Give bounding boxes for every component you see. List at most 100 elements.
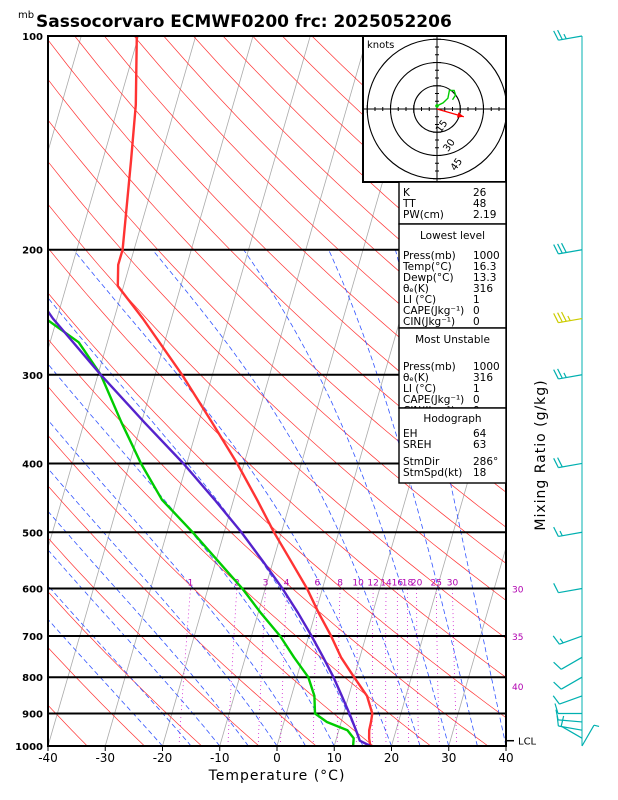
dry-adiabat-line: [104, 36, 506, 425]
moist-adiabat-line: [48, 467, 278, 746]
mixing-ratio-label: 6: [315, 579, 321, 589]
wind-barb: [560, 725, 583, 739]
dry-adiabat-line: [48, 591, 203, 746]
isotherm-line: [104, 36, 311, 746]
index-label: StmDir: [403, 456, 440, 468]
isotherm-line: [162, 36, 368, 746]
temperature-tick-label: -40: [38, 751, 58, 765]
index-value: 18: [473, 467, 486, 479]
isotherm-line: [0, 36, 24, 746]
mixing-ratio-label: 30: [447, 579, 459, 589]
wind-barb-feather: [557, 457, 563, 468]
temperature-tick-label: 0: [273, 751, 281, 765]
dry-adiabat-line: [48, 247, 506, 678]
index-label: SREH: [403, 439, 432, 451]
index-value: 0: [473, 316, 480, 328]
pressure-tick-label: 900: [22, 710, 43, 721]
dry-adiabat-line: [48, 203, 506, 639]
hodograph-units-label: knots: [367, 40, 394, 51]
pressure-tick-label: 500: [22, 528, 43, 539]
lcl-label: LCL: [518, 737, 537, 748]
wind-barb-feather: [555, 709, 559, 720]
index-label: LI (°C): [403, 383, 436, 395]
indices-most-unstable-box: [398, 327, 507, 409]
dry-adiabat-line: [48, 537, 260, 746]
wind-barb-half-feather: [559, 530, 563, 537]
dry-adiabat-line: [48, 646, 146, 746]
index-label: CAPE(Jkg⁻¹): [403, 394, 464, 406]
mixing-ratio-label: 4: [284, 579, 290, 589]
thetae-label: 35: [512, 633, 523, 643]
wind-barb: [558, 531, 583, 538]
dry-adiabat-line: [48, 485, 317, 746]
pressure-unit-label: mb: [18, 10, 34, 21]
parcel-profile: [48, 309, 371, 746]
mixing-ratio-label: 1: [188, 579, 194, 589]
pressure-tick-label: 400: [22, 460, 43, 471]
indices-lowest-level-box: [398, 223, 507, 329]
index-value: 48: [473, 198, 486, 210]
moist-adiabat-line: [73, 249, 392, 746]
wind-barb-half-feather: [559, 638, 564, 644]
wind-barb-feather: [561, 242, 567, 253]
dry-adiabat-line: [48, 292, 506, 719]
wind-barb-feather: [553, 681, 562, 690]
pressure-tick-label: 100: [22, 32, 43, 43]
mixing-ratio-label: 8: [337, 579, 343, 589]
dry-adiabat-line: [74, 36, 506, 459]
dry-adiabat-line: [48, 161, 506, 601]
moist-adiabat-line: [48, 549, 221, 746]
wind-barb-feather: [557, 243, 563, 254]
index-label: EH: [403, 428, 418, 440]
wind-barb-feather: [552, 635, 560, 645]
index-label: Dewp(°C): [403, 272, 454, 284]
wind-barb-half-feather: [563, 33, 567, 40]
index-value: 1: [473, 294, 480, 306]
hodograph-ring: [389, 61, 485, 157]
mixing-ratio-line: [178, 588, 191, 746]
dry-adiabat-line: [48, 704, 88, 746]
moist-adiabat-line: [48, 297, 364, 746]
index-label: Press(mb): [403, 361, 456, 373]
index-value: 2.19: [473, 209, 496, 221]
index-value: 1: [473, 383, 480, 395]
wind-barb-feather: [553, 661, 562, 670]
moist-adiabat-line: [152, 249, 421, 746]
temperature-tick-label: -20: [153, 751, 173, 765]
index-value: 16.3: [473, 261, 496, 273]
dry-adiabat-line: [48, 78, 506, 528]
hodograph-trace: [436, 89, 457, 107]
mixing-ratio-label: 18: [402, 579, 414, 589]
index-value: 316: [473, 283, 493, 295]
index-label: PW(cm): [403, 209, 444, 221]
index-value: 1000: [473, 361, 500, 373]
mixing-ratio-line: [336, 588, 341, 746]
index-section-header: Lowest level: [420, 230, 485, 242]
dewpoint-profile: [48, 318, 355, 746]
mixing-ratio-line: [407, 588, 410, 746]
chart-title: Sassocorvaro ECMWF0200 frc: 2025052206: [36, 12, 452, 32]
thetae-label: 30: [512, 586, 524, 596]
dry-adiabat-line: [48, 119, 506, 564]
wind-barb: [558, 587, 583, 594]
isotherm-line: [48, 36, 139, 351]
index-label: Press(mb): [403, 250, 456, 262]
wind-barb: [560, 676, 583, 690]
index-value: 0: [473, 305, 480, 317]
temperature-tick-label: -10: [210, 751, 230, 765]
wind-barb-feather: [553, 244, 559, 255]
index-value: 26: [473, 187, 487, 199]
wind-barb-feather: [553, 583, 559, 593]
temperature-tick-label: 10: [327, 751, 342, 765]
wind-barb-feather: [557, 312, 563, 323]
wind-barb-half-feather: [567, 315, 571, 321]
index-label: LI (°C): [403, 294, 436, 306]
temperature-tick-label: 20: [384, 751, 399, 765]
wind-barb: [558, 725, 583, 731]
wind-barb-feather: [557, 29, 563, 40]
mixing-ratio-line: [416, 588, 419, 746]
mixing-ratio-label: 20: [411, 579, 423, 589]
dry-adiabat-line: [0, 36, 44, 761]
